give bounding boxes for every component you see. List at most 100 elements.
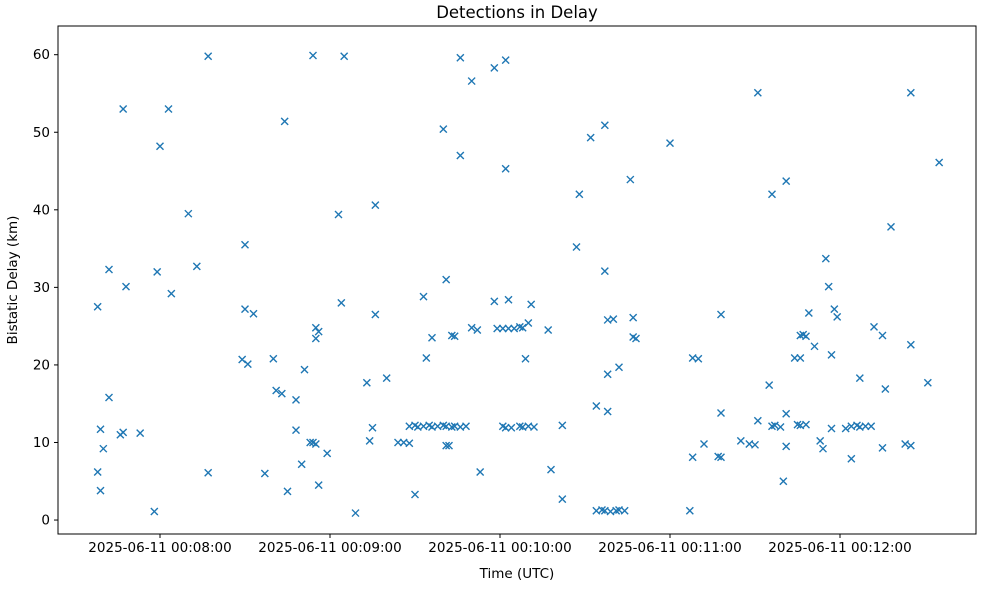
scatter-point: [371, 310, 380, 319]
scatter-point: [300, 365, 309, 374]
scatter-point: [666, 139, 674, 148]
scatter-point: [122, 282, 130, 291]
scatter-point: [93, 302, 102, 311]
scatter-point: [592, 402, 601, 411]
scatter-point: [362, 378, 371, 387]
scatter-point: [515, 322, 524, 331]
scatter-point: [714, 452, 723, 461]
scatter-point: [504, 295, 513, 304]
scatter-point: [277, 389, 286, 398]
scatter-point: [439, 421, 448, 430]
y-axis-label: Bistatic Delay (km): [5, 216, 21, 345]
scatter-point: [382, 374, 391, 383]
scatter-point: [280, 117, 289, 126]
scatter-point: [243, 360, 252, 369]
scatter-point: [629, 313, 638, 322]
scatter-point: [192, 262, 201, 271]
scatter-point: [830, 305, 839, 314]
y-tick-label: 10: [33, 435, 50, 451]
x-tick-label: 2025-06-11 00:12:00: [768, 540, 911, 556]
scatter-point: [323, 449, 332, 458]
scatter-point: [405, 439, 414, 448]
scatter-point: [204, 468, 213, 477]
y-tick-label: 40: [33, 202, 50, 218]
scatter-point: [816, 436, 825, 445]
scatter-point: [311, 323, 320, 332]
scatter-point: [558, 421, 567, 430]
scatter-point: [156, 142, 164, 151]
scatter-point: [442, 275, 451, 284]
scatter-point: [510, 324, 519, 333]
scatter-point: [802, 332, 810, 341]
scatter-point: [685, 506, 694, 515]
scatter-point: [782, 177, 791, 186]
scatter-point: [93, 467, 102, 476]
scatter-point: [827, 424, 836, 433]
scatter-point: [751, 440, 759, 449]
scatter-point: [626, 175, 635, 184]
scatter-point: [824, 282, 833, 291]
scatter-point: [445, 441, 453, 450]
scatter-point: [819, 444, 827, 453]
x-tick-label: 2025-06-11 00:11:00: [598, 540, 741, 556]
scatter-point: [241, 240, 249, 249]
scatter-point: [164, 104, 173, 113]
scatter-point: [311, 440, 320, 449]
scatter-point: [272, 386, 281, 395]
scatter-point: [498, 324, 507, 333]
scatter-point: [935, 158, 944, 167]
scatter-point: [150, 507, 159, 516]
scatter-point: [153, 267, 162, 276]
scatter-point: [515, 422, 524, 431]
scatter-point: [467, 323, 476, 332]
scatter-point: [547, 465, 555, 474]
scatter-point: [558, 495, 567, 504]
scatter-point: [881, 384, 890, 393]
scatter-point: [204, 52, 213, 61]
scatter-point: [821, 254, 830, 263]
scatter-point: [524, 319, 533, 328]
scatter-point: [119, 104, 128, 113]
scatter-point: [283, 487, 292, 496]
scatter-point: [351, 509, 360, 518]
scatter-point: [184, 209, 193, 218]
scatter-point: [447, 422, 456, 431]
scatter-point: [99, 444, 108, 453]
scatter-point: [609, 315, 618, 324]
scatter-point: [765, 381, 774, 390]
scatter-point: [476, 467, 485, 476]
scatter-point: [309, 51, 317, 60]
scatter-point: [260, 469, 269, 478]
y-tick-label: 30: [33, 280, 50, 296]
scatter-point: [736, 436, 745, 445]
y-tick-label: 0: [41, 513, 50, 529]
y-tick-label: 60: [33, 47, 50, 63]
scatter-point: [782, 409, 791, 418]
scatter-point: [167, 289, 176, 298]
scatter-point: [600, 121, 609, 130]
scatter-point: [906, 441, 915, 450]
scatter-point: [292, 426, 300, 435]
plot-border: [57, 25, 977, 535]
scatter-point: [598, 505, 606, 514]
scatter-point: [504, 324, 513, 333]
scatter-point: [768, 422, 776, 431]
scatter-point: [411, 490, 419, 499]
scatter-point: [878, 443, 887, 452]
scatter-point: [833, 312, 842, 321]
scatter-point: [717, 310, 725, 319]
scatter-point: [314, 327, 323, 336]
scatter-point: [473, 326, 482, 335]
scatter-point: [544, 326, 553, 335]
scatter-point: [368, 423, 377, 432]
scatter-point: [753, 416, 762, 425]
scatter-point: [612, 506, 621, 515]
scatter-point: [371, 201, 380, 210]
scatter-point: [855, 374, 864, 383]
scatter-point: [527, 300, 536, 309]
scatter-point: [507, 423, 516, 432]
scatter-point: [306, 438, 315, 447]
scatter-point: [456, 53, 465, 62]
